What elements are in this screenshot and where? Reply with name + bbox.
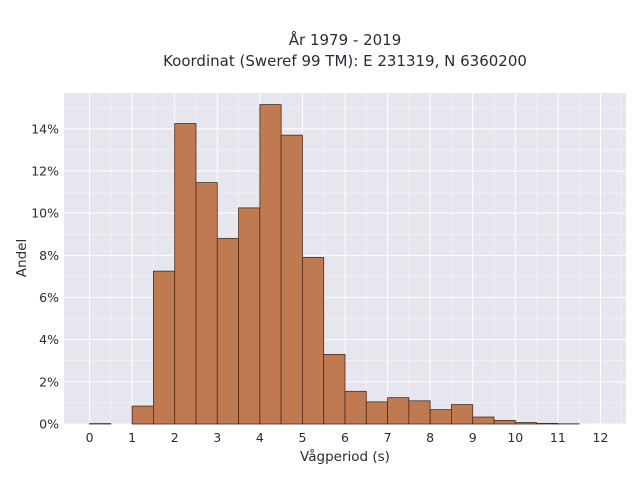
x-tick-label: 4: [256, 430, 264, 445]
histogram-bar: [344, 390, 367, 425]
x-tick-label: 10: [507, 430, 523, 445]
y-tick-label: 10%: [31, 206, 59, 221]
x-tick-label: 9: [469, 430, 477, 445]
x-tick-label: 8: [426, 430, 434, 445]
y-tick-label: 6%: [39, 290, 59, 305]
histogram-bar: [174, 123, 197, 425]
x-tick-label: 0: [86, 430, 94, 445]
histogram-bar: [131, 405, 154, 425]
histogram-bar: [536, 422, 559, 425]
chart-title-line2: Koordinat (Sweref 99 TM): E 231319, N 63…: [163, 52, 527, 70]
y-tick-label: 12%: [31, 164, 59, 179]
x-tick-label: 7: [384, 430, 392, 445]
y-tick-label: 8%: [39, 248, 59, 263]
histogram-bar: [365, 401, 388, 425]
x-tick-label: 3: [213, 430, 221, 445]
histogram-bar: [216, 238, 239, 425]
x-tick-labels: 0 1 2 3 4 5 6 7 8 9 10 11 12: [86, 430, 609, 445]
x-tick-label: 5: [298, 430, 306, 445]
x-tick-label: 12: [593, 430, 609, 445]
histogram-bar: [472, 416, 495, 425]
histogram-bar: [408, 400, 431, 425]
histogram-bar: [238, 207, 261, 425]
histogram-bar: [323, 354, 346, 425]
histogram-bar: [153, 270, 176, 425]
x-tick-label: 11: [550, 430, 566, 445]
x-tick-label: 1: [128, 430, 136, 445]
y-tick-label: 2%: [39, 374, 59, 389]
y-tick-labels: 0% 2% 4% 6% 8% 10% 12% 14%: [31, 121, 59, 431]
x-tick-label: 6: [341, 430, 349, 445]
histogram-bar: [387, 397, 410, 425]
histogram-bar: [302, 257, 325, 425]
histogram-bar: [280, 134, 303, 425]
x-tick-label: 2: [171, 430, 179, 445]
y-tick-label: 4%: [39, 332, 59, 347]
y-tick-label: 14%: [31, 121, 59, 136]
histogram-bar: [429, 409, 452, 425]
chart-title-line1: År 1979 - 2019: [289, 30, 402, 49]
y-tick-label: 0%: [39, 417, 59, 432]
histogram-bar: [493, 420, 516, 425]
x-axis-label: Vågperiod (s): [300, 448, 390, 465]
histogram-bar: [259, 104, 282, 425]
histogram-bar: [514, 422, 537, 425]
histogram-bar: [195, 182, 218, 425]
histogram-bar: [451, 404, 474, 425]
y-axis-label: Andel: [14, 239, 30, 277]
bars: [89, 104, 580, 425]
